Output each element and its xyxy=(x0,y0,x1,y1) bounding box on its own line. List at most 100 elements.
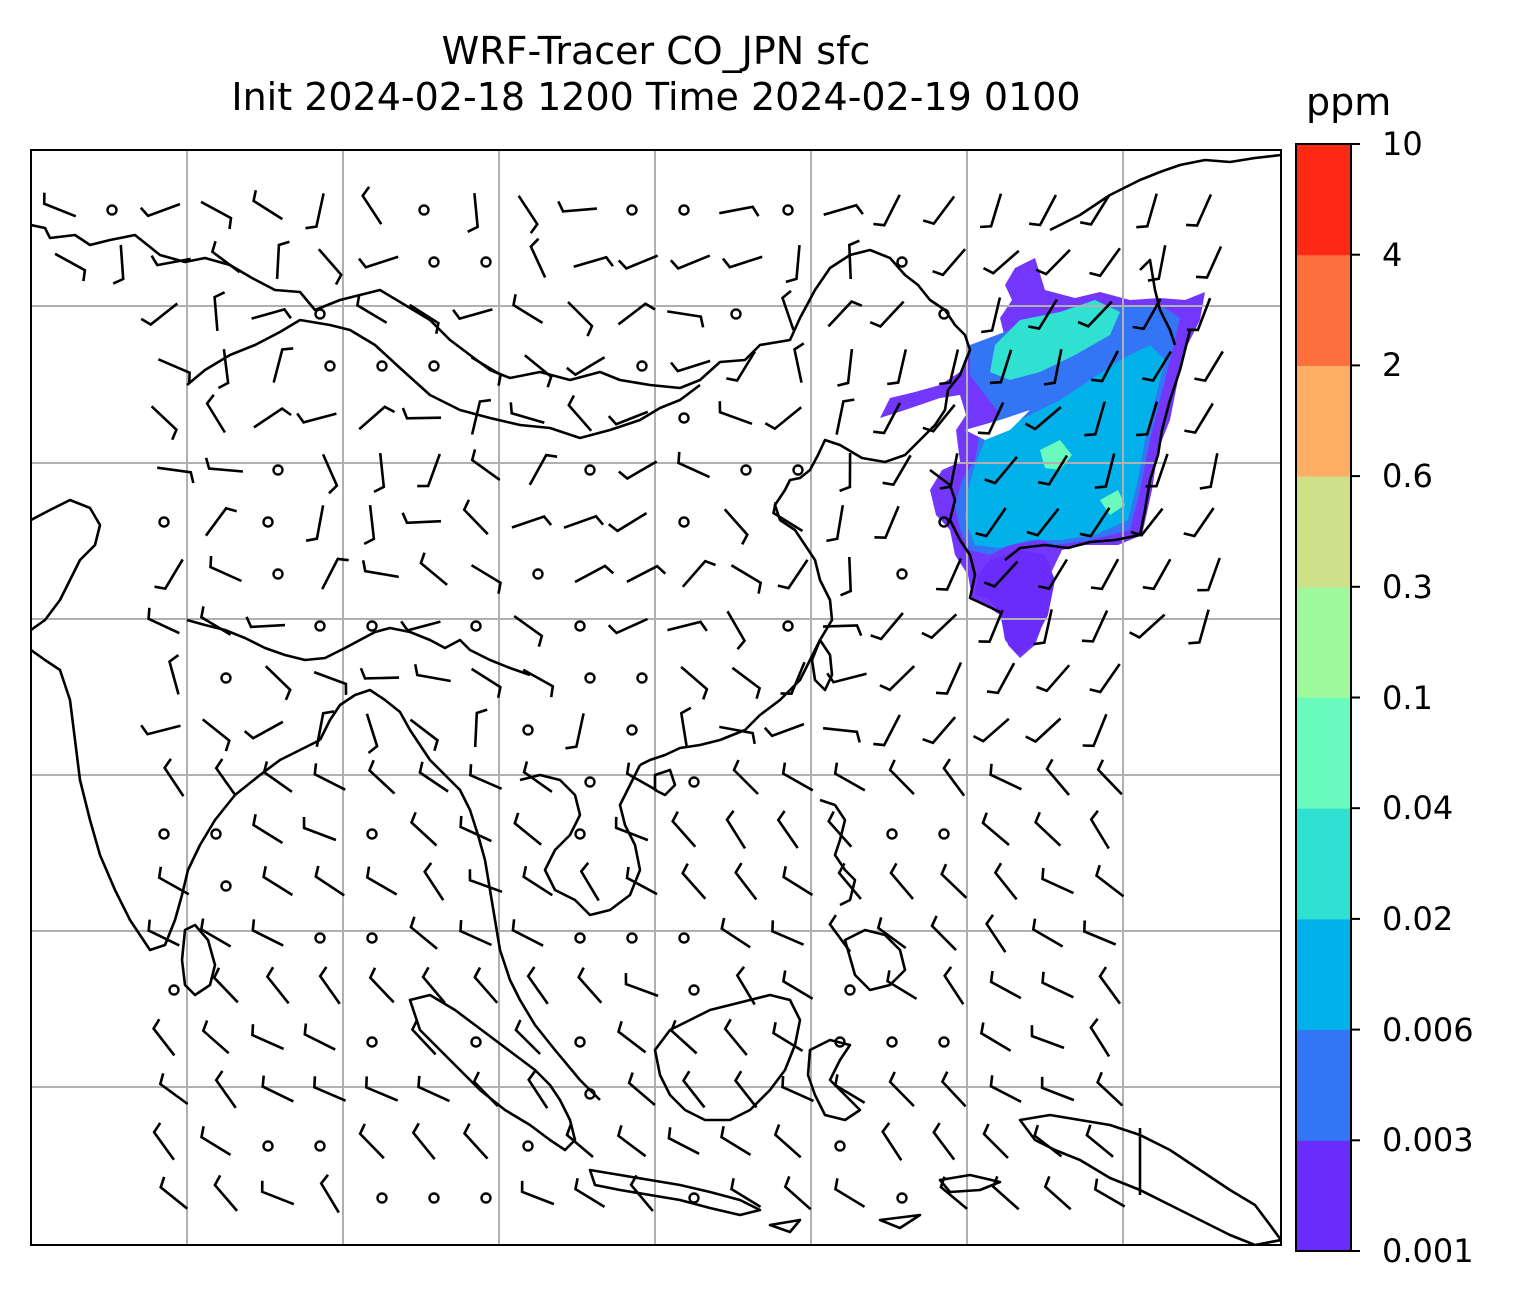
wind-barb xyxy=(473,966,499,1004)
wind-barb xyxy=(735,965,756,1006)
wind-barb xyxy=(140,302,179,327)
wind-barb xyxy=(565,713,585,750)
calm-wind-circle xyxy=(584,464,596,476)
calm-wind-circle xyxy=(626,204,638,216)
wind-barb xyxy=(989,763,1022,791)
wind-barb xyxy=(563,514,605,529)
wind-barb xyxy=(313,1076,347,1102)
wind-barb xyxy=(876,917,907,950)
wind-barb xyxy=(669,1019,698,1055)
colorbar-tick-label: 0.1 xyxy=(1382,678,1433,717)
calm-wind-circle xyxy=(428,256,440,268)
wind-barb xyxy=(159,1176,189,1210)
wind-barb xyxy=(781,1076,815,1103)
wind-barb xyxy=(943,966,965,1005)
wind-barb xyxy=(669,359,711,373)
wind-barb xyxy=(972,717,1010,743)
wind-barb xyxy=(723,1018,748,1056)
wind-barb xyxy=(314,865,345,897)
calm-wind-circle xyxy=(428,360,440,372)
wind-barb xyxy=(459,920,493,947)
colorbar-tick-label: 0.003 xyxy=(1382,1121,1474,1160)
wind-barb xyxy=(733,1070,758,1109)
wind-barb xyxy=(1045,758,1070,796)
colorbar-segment xyxy=(1296,144,1351,256)
wind-barb xyxy=(1041,867,1075,895)
wind-barb xyxy=(627,1072,656,1106)
wind-barb xyxy=(1183,507,1215,538)
wind-barb xyxy=(1093,1178,1126,1208)
calm-wind-circle xyxy=(886,1036,898,1048)
colorbar xyxy=(1295,143,1360,1252)
wind-barb xyxy=(363,504,376,546)
wind-barb xyxy=(365,713,379,755)
wind-barb xyxy=(720,1126,752,1157)
calm-wind-circles xyxy=(106,204,950,1204)
wind-barb xyxy=(418,761,449,793)
wind-barb xyxy=(930,915,957,952)
wind-barb xyxy=(1024,406,1062,431)
wind-barb xyxy=(520,1180,555,1206)
wind-barb xyxy=(617,460,658,481)
wind-barb xyxy=(217,348,230,390)
wind-barb xyxy=(112,244,125,285)
wind-barb xyxy=(321,557,349,590)
wind-barb xyxy=(410,1019,437,1056)
wind-barb xyxy=(629,1174,654,1212)
calm-wind-circle xyxy=(168,984,180,996)
coast-vietnam xyxy=(519,764,642,917)
wind-barb xyxy=(781,762,814,792)
wind-barb xyxy=(313,763,346,791)
calm-wind-circle xyxy=(314,620,326,632)
wind-barb xyxy=(839,452,852,493)
wind-barb xyxy=(367,759,396,795)
calm-wind-circle xyxy=(896,1192,908,1204)
wind-barb xyxy=(822,726,861,743)
wind-barb xyxy=(469,764,503,790)
calm-wind-circle xyxy=(938,516,950,528)
wind-barb xyxy=(1142,558,1172,591)
calm-wind-circle xyxy=(210,828,222,840)
wind-barb xyxy=(264,665,292,701)
wind-barb xyxy=(726,610,747,651)
calm-wind-circle xyxy=(844,984,856,996)
wind-barb xyxy=(726,350,757,382)
wind-barb xyxy=(826,504,845,543)
wind-barb xyxy=(1041,971,1074,999)
wind-barb xyxy=(719,205,760,217)
wind-barb xyxy=(209,556,243,583)
wind-barb xyxy=(470,356,503,386)
calm-wind-circle xyxy=(688,1192,700,1204)
wind-barb xyxy=(1089,247,1121,278)
wind-barb xyxy=(409,916,438,950)
coast-china-east xyxy=(639,389,950,767)
wind-barb xyxy=(881,1122,903,1162)
wind-barb xyxy=(579,861,600,902)
wind-barb xyxy=(213,291,226,332)
calm-wind-circle xyxy=(834,1140,846,1152)
wind-barb xyxy=(616,1020,647,1054)
wind-barb xyxy=(1038,558,1069,590)
wind-barb xyxy=(423,862,445,901)
calm-wind-circle xyxy=(106,204,118,216)
wind-barb xyxy=(1147,245,1167,282)
wind-barb xyxy=(313,670,348,695)
wind-barb xyxy=(526,966,549,1005)
calm-wind-circle xyxy=(636,672,648,684)
wind-barb xyxy=(199,918,232,948)
wind-barb xyxy=(296,412,337,424)
wind-barb xyxy=(365,866,398,896)
wind-barb xyxy=(887,349,908,386)
wind-barb xyxy=(509,402,545,425)
wind-barb xyxy=(1035,248,1071,276)
wind-barb xyxy=(213,1174,239,1212)
calm-wind-circle xyxy=(158,828,170,840)
coast-korea xyxy=(929,468,1001,614)
wind-barb xyxy=(200,1126,232,1157)
calm-wind-circle xyxy=(584,776,596,788)
coast-hainan xyxy=(653,768,677,797)
calm-wind-circle xyxy=(480,256,492,268)
wind-barb xyxy=(409,718,440,752)
wind-barb xyxy=(1084,401,1106,437)
wind-barb xyxy=(400,620,441,632)
